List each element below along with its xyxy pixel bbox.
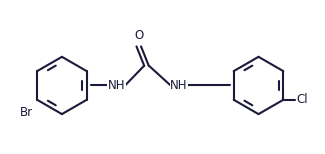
Text: NH: NH xyxy=(108,79,125,92)
Text: NH: NH xyxy=(170,79,188,92)
Text: O: O xyxy=(134,30,143,43)
Text: Br: Br xyxy=(20,106,33,119)
Text: Cl: Cl xyxy=(296,93,308,106)
